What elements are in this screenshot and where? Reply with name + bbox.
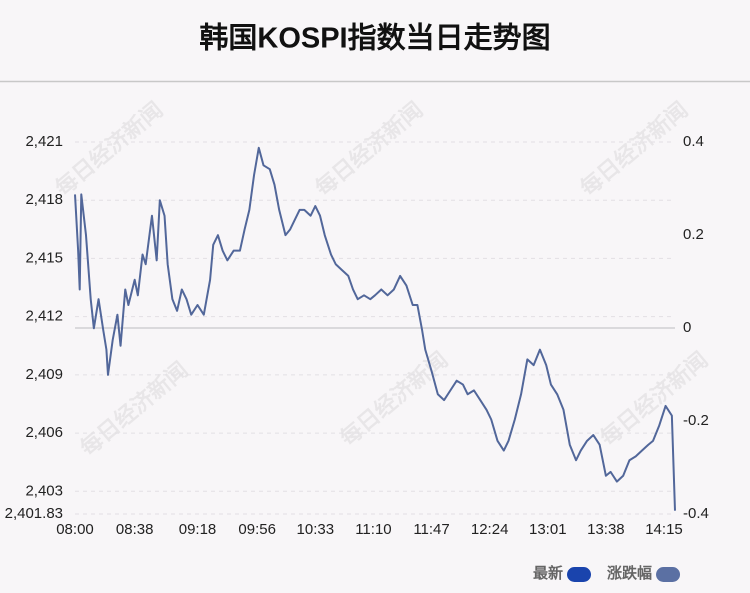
x-tick-label: 13:01: [529, 521, 567, 538]
price-line: [74, 146, 676, 511]
y2-tick-label: -0.4: [683, 505, 709, 522]
y2-tick-label: 0.4: [683, 133, 704, 150]
x-tick-label: 14:15: [645, 521, 683, 538]
x-tick-label: 10:33: [297, 521, 335, 538]
legend-label: 最新: [533, 564, 563, 582]
legend-swatch: [567, 567, 592, 582]
x-tick-label: 11:47: [413, 521, 449, 538]
x-tick-label: 13:38: [587, 521, 625, 538]
y-tick-label: 2,401.83: [5, 505, 63, 522]
x-tick-label: 08:00: [56, 521, 94, 538]
legend-swatch: [656, 567, 681, 582]
y-tick-label: 2,418: [25, 191, 63, 208]
x-tick-label: 11:10: [355, 521, 391, 538]
y-tick-label: 2,406: [25, 424, 63, 441]
y-tick-label: 2,421: [25, 133, 63, 150]
y-tick-label: 2,403: [25, 482, 63, 499]
y-tick-label: 2,409: [25, 366, 63, 383]
y-tick-label: 2,412: [25, 308, 63, 325]
y2-tick-label: 0.2: [683, 226, 704, 243]
y-tick-label: 2,415: [25, 249, 63, 266]
chart-title: 韩国KOSPI指数当日走势图: [199, 22, 550, 55]
x-tick-label: 12:24: [471, 521, 509, 538]
y2-tick-label: 0: [683, 319, 691, 336]
legend-label: 涨跌幅: [607, 564, 652, 582]
x-tick-label: 09:18: [179, 521, 217, 538]
x-tick-label: 08:38: [116, 521, 154, 538]
y2-tick-label: -0.2: [683, 412, 709, 429]
x-tick-label: 09:56: [238, 521, 276, 538]
